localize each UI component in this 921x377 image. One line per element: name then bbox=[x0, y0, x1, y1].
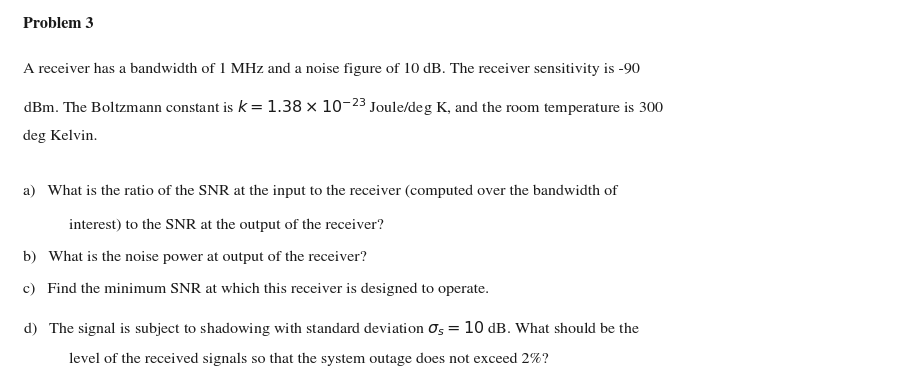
Text: b)   What is the noise power at output of the receiver?: b) What is the noise power at output of … bbox=[23, 251, 367, 264]
Text: level of the received signals so that the system outage does not exceed 2%?: level of the received signals so that th… bbox=[69, 352, 549, 366]
Text: c)   Find the minimum SNR at which this receiver is designed to operate.: c) Find the minimum SNR at which this re… bbox=[23, 283, 489, 296]
Text: deg Kelvin.: deg Kelvin. bbox=[23, 130, 98, 144]
Text: d)   The signal is subject to shadowing with standard deviation $\sigma_s = 10$ : d) The signal is subject to shadowing wi… bbox=[23, 319, 640, 337]
Text: Problem 3: Problem 3 bbox=[23, 17, 94, 31]
Text: dBm. The Boltzmann constant is $k=1.38\times10^{-23}$ Joule/deg K, and the room : dBm. The Boltzmann constant is $k=1.38\t… bbox=[23, 96, 664, 118]
Text: interest) to the SNR at the output of the receiver?: interest) to the SNR at the output of th… bbox=[69, 219, 384, 232]
Text: a)   What is the ratio of the SNR at the input to the receiver (computed over th: a) What is the ratio of the SNR at the i… bbox=[23, 185, 617, 198]
Text: A receiver has a bandwidth of 1 MHz and a noise figure of 10 dB. The receiver se: A receiver has a bandwidth of 1 MHz and … bbox=[23, 62, 640, 76]
